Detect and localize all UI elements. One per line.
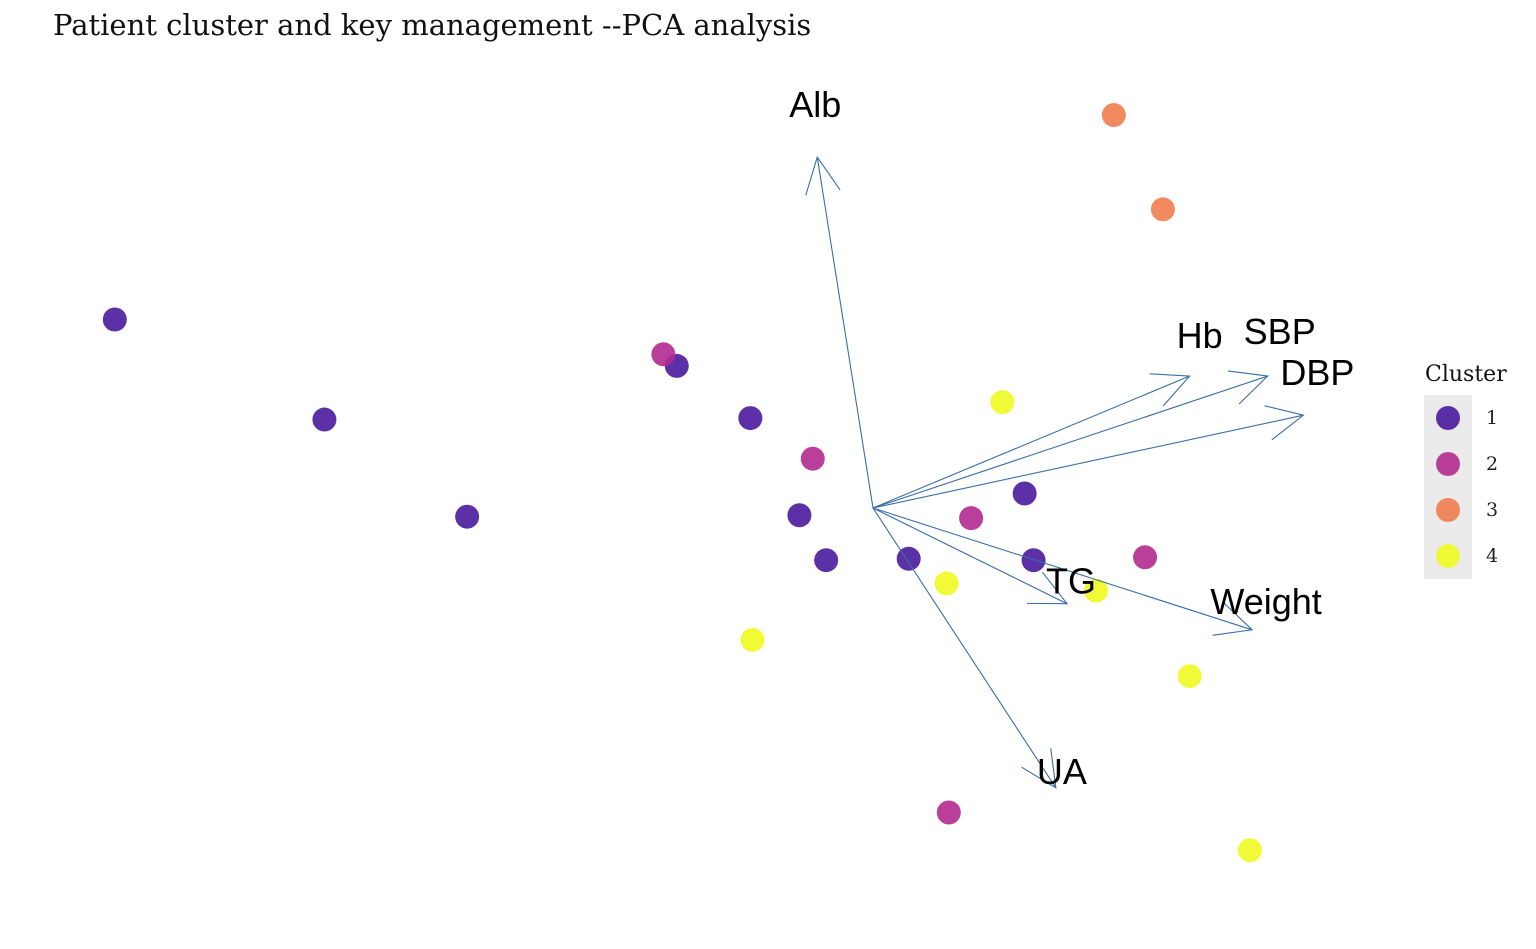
data-point-cluster-4 xyxy=(1177,664,1202,689)
data-point-cluster-3 xyxy=(1150,197,1175,222)
loading-vector-sbp xyxy=(872,375,1268,509)
loading-label-ua: UA xyxy=(1037,751,1087,792)
legend: Cluster 1 2 3 4 xyxy=(1424,362,1536,579)
loading-vectors-layer xyxy=(805,155,1305,789)
loading-arrowhead-sbp xyxy=(1227,370,1269,405)
legend-label-4: 4 xyxy=(1486,545,1499,567)
data-point-cluster-4 xyxy=(1084,578,1108,603)
loading-label-hb: Hb xyxy=(1177,315,1223,356)
data-point-cluster-1 xyxy=(787,503,812,528)
loading-arrowhead-alb xyxy=(805,155,841,196)
legend-key-1 xyxy=(1424,395,1472,441)
legend-box: 1 2 3 4 xyxy=(1424,395,1536,579)
data-point-cluster-4 xyxy=(740,627,765,652)
data-point-cluster-1 xyxy=(102,307,127,332)
data-point-cluster-1 xyxy=(1021,548,1046,573)
loading-vector-weight xyxy=(872,507,1253,631)
data-point-cluster-2 xyxy=(1133,545,1158,570)
loading-label-sbp: SBP xyxy=(1244,311,1316,352)
legend-swatch-1 xyxy=(1436,406,1460,430)
loading-vector-hb xyxy=(872,375,1190,509)
loading-vector-alb xyxy=(816,157,874,509)
legend-key-4 xyxy=(1424,533,1472,579)
legend-label-3: 3 xyxy=(1486,499,1499,521)
loading-vector-ua xyxy=(872,507,1057,789)
legend-title: Cluster xyxy=(1425,362,1507,387)
data-point-cluster-2 xyxy=(651,342,676,367)
legend-key-2 xyxy=(1424,441,1472,487)
data-point-cluster-1 xyxy=(1012,481,1037,506)
loading-vector-tg xyxy=(872,507,1068,605)
loading-arrowhead-tg xyxy=(1027,571,1069,605)
loading-vector-dbp xyxy=(872,414,1304,509)
legend-key-3 xyxy=(1424,487,1472,533)
loading-arrowhead-ua xyxy=(1021,748,1057,789)
loading-arrowhead-weight xyxy=(1212,601,1254,636)
legend-swatch-3 xyxy=(1436,498,1460,522)
legend-swatch-2 xyxy=(1436,452,1460,476)
loading-label-tg: TG xyxy=(1046,561,1096,602)
legend-keys xyxy=(1424,395,1472,579)
legend-label-2: 2 xyxy=(1486,453,1499,475)
data-point-cluster-1 xyxy=(312,407,337,432)
loading-arrowhead-hb xyxy=(1149,373,1191,407)
loading-label-weight: Weight xyxy=(1210,581,1321,622)
data-point-cluster-1 xyxy=(814,548,839,573)
data-point-cluster-2 xyxy=(800,446,825,471)
legend-label-1: 1 xyxy=(1486,407,1499,429)
data-point-cluster-3 xyxy=(1101,103,1126,128)
loading-label-alb: Alb xyxy=(789,84,841,125)
data-point-cluster-1 xyxy=(738,406,763,431)
loading-arrowhead-dbp xyxy=(1264,405,1305,441)
chart-title: Patient cluster and key management --PCA… xyxy=(53,8,812,42)
data-point-cluster-4 xyxy=(934,571,959,596)
legend-swatch-4 xyxy=(1436,544,1460,568)
data-point-cluster-2 xyxy=(936,800,961,825)
points-layer xyxy=(102,103,1262,863)
loading-label-dbp: DBP xyxy=(1280,352,1354,393)
legend-labels: 1 2 3 4 xyxy=(1486,395,1498,579)
data-point-cluster-2 xyxy=(959,506,984,531)
data-point-cluster-4 xyxy=(990,390,1015,415)
data-point-cluster-4 xyxy=(1237,838,1262,863)
data-point-cluster-1 xyxy=(455,504,480,529)
